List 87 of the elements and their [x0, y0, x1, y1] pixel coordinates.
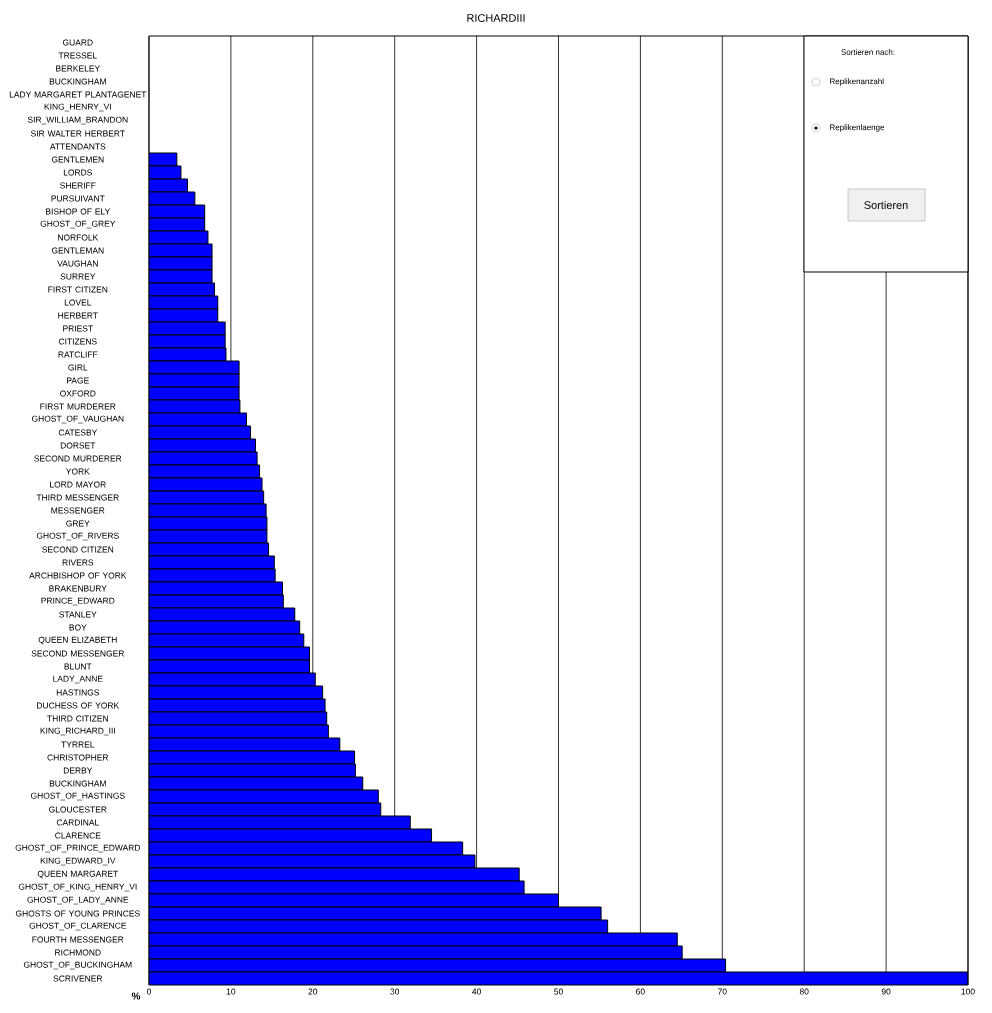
- y-tick-label: OXFORD: [60, 390, 96, 397]
- y-tick-label: PRIEST: [63, 325, 93, 332]
- y-tick-label: TRESSEL: [58, 52, 97, 59]
- x-tick-label: 30: [390, 988, 400, 995]
- y-tick-label: LADY MARGARET PLANTAGENET: [9, 91, 147, 98]
- x-tick-label: 60: [636, 988, 645, 995]
- y-tick-label: BLUNT: [64, 663, 92, 670]
- y-tick-label: KING_RICHARD_III: [40, 727, 115, 736]
- y-tick-label: PURSUIVANT: [51, 195, 105, 202]
- x-tick-label: 10: [226, 988, 236, 995]
- y-tick-label: RATCLIFF: [58, 351, 98, 358]
- y-tick-label: BISHOP OF ELY: [46, 208, 111, 215]
- y-tick-label: KING_HENRY_VI: [44, 103, 111, 112]
- chart-title: RICHARDIII: [467, 14, 525, 22]
- y-tick-label: NORFOLK: [58, 234, 99, 241]
- x-axis-title: %: [131, 992, 141, 1000]
- y-tick-label: SECOND MESSENGER: [31, 650, 124, 657]
- y-tick-label: SECOND CITIZEN: [42, 546, 114, 553]
- y-tick-label: LADY_ANNE: [53, 675, 103, 684]
- y-tick-label: GIRL: [68, 364, 88, 371]
- y-tick-label: GHOST_OF_VAUGHAN: [31, 415, 124, 424]
- y-tick-label: SECOND MURDERER: [34, 455, 122, 462]
- y-tick-label: DERBY: [63, 767, 93, 774]
- y-tick-label: CLARENCE: [55, 832, 101, 839]
- y-tick-label: TYRREL: [61, 741, 95, 748]
- y-tick-label: GENTLEMAN: [51, 247, 104, 254]
- y-tick-label: STANLEY: [59, 611, 97, 618]
- y-tick-label: CARDINAL: [56, 819, 99, 826]
- y-tick-label: GHOST_OF_HASTINGS: [30, 792, 125, 801]
- y-tick-label: THIRD MESSENGER: [36, 494, 119, 501]
- y-tick-label: ARCHBISHOP OF YORK: [29, 572, 127, 579]
- y-tick-label: GHOSTS OF YOUNG PRINCES: [15, 910, 140, 917]
- y-tick-label: LOVEL: [64, 299, 92, 306]
- y-tick-label: KING_EDWARD_IV: [40, 857, 116, 866]
- y-tick-label: FIRST MURDERER: [40, 403, 116, 410]
- y-tick-label: GLOUCESTER: [49, 806, 107, 813]
- y-tick-label: VAUGHAN: [57, 260, 98, 267]
- x-tick-label: 0: [146, 988, 152, 995]
- y-tick-label: GUARD: [62, 39, 93, 46]
- y-tick-label: GHOST_OF_CLARENCE: [29, 922, 127, 931]
- y-tick-label: ATTENDANTS: [49, 143, 106, 150]
- y-tick-label: LORD MAYOR: [50, 481, 106, 488]
- y-tick-label: FOURTH MESSENGER: [32, 936, 124, 943]
- y-tick-label: SIR_WILLIAM_BRANDON: [27, 116, 128, 125]
- y-tick-label: SIR WALTER HERBERT: [30, 130, 125, 137]
- y-tick-label: THIRD CITIZEN: [47, 715, 108, 722]
- y-tick-label: SURREY: [60, 273, 96, 280]
- annotation: Sortieren: [864, 200, 908, 210]
- y-tick-label: GHOST_OF_LADY_ANNE: [27, 896, 129, 905]
- y-tick-label: PRINCE_EDWARD: [41, 597, 115, 606]
- y-tick-label: FIRST CITIZEN: [48, 286, 108, 293]
- y-tick-label: CITIZENS: [58, 338, 97, 345]
- y-tick-label: RIVERS: [62, 559, 94, 566]
- y-tick-label: GENTLEMEN: [51, 156, 104, 163]
- y-tick-label: SCRIVENER: [53, 975, 103, 982]
- y-tick-label: GHOST_OF_RIVERS: [36, 532, 119, 541]
- x-tick-label: 100: [961, 988, 975, 995]
- y-tick-label: GREY: [66, 520, 90, 527]
- x-tick-label: 50: [554, 988, 563, 995]
- y-tick-label: PAGE: [67, 377, 89, 384]
- y-tick-label: CHRISTOPHER: [47, 754, 109, 761]
- y-tick-label: GHOST_OF_GREY: [40, 220, 116, 229]
- x-tick-label: 40: [472, 988, 481, 995]
- y-tick-label: YORK: [65, 468, 90, 475]
- y-tick-label: DUCHESS OF YORK: [37, 702, 120, 709]
- y-tick-label: DORSET: [60, 442, 96, 449]
- y-tick-label: CATESBY: [58, 429, 98, 436]
- y-tick-label: GHOST_OF_KING_HENRY_VI: [18, 883, 137, 892]
- y-tick-label: LORDS: [63, 169, 92, 176]
- y-tick-label: BUCKINGHAM: [49, 780, 106, 787]
- y-tick-label: BOY: [69, 624, 87, 631]
- x-tick-label: 80: [799, 988, 809, 995]
- x-tick-label: 20: [308, 988, 318, 995]
- y-tick-label: GHOST_OF_BUCKINGHAM: [23, 961, 132, 970]
- x-tick-label: 70: [718, 988, 727, 995]
- y-tick-label: MESSENGER: [51, 507, 105, 514]
- y-tick-label: SHERIFF: [60, 182, 96, 189]
- y-tick-label: BERKELEY: [56, 65, 100, 72]
- y-tick-label: QUEEN ELIZABETH: [38, 636, 117, 645]
- y-tick-label: HASTINGS: [56, 689, 100, 696]
- y-tick-label: QUEEN MARGARET: [37, 870, 119, 879]
- y-tick-label: HERBERT: [58, 312, 98, 319]
- y-tick-label: RICHMOND: [55, 949, 101, 956]
- y-tick-label: GHOST_OF_PRINCE_EDWARD: [15, 844, 141, 853]
- y-tick-label: BUCKINGHAM: [49, 78, 106, 85]
- y-tick-label: BRAKENBURY: [49, 585, 107, 592]
- x-tick-label: 90: [881, 988, 891, 995]
